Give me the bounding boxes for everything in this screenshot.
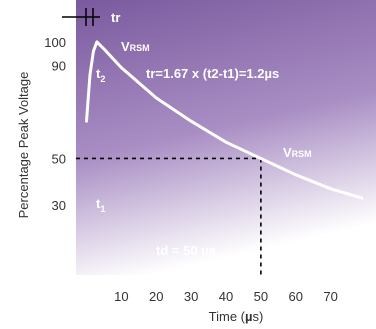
x-tick-label: 30: [184, 289, 198, 304]
x-tick-label: 40: [219, 289, 233, 304]
vrsm-right-label: VRSM: [283, 145, 312, 160]
x-tick-label: 20: [149, 289, 163, 304]
series-line: [85, 40, 364, 200]
vrsm-top-label: VRSM: [121, 39, 150, 54]
tr-formula: tr=1.67 x (t2-t1)=1.2µs: [146, 66, 279, 81]
t1-label: t1: [96, 196, 105, 214]
x-tick-label: 60: [289, 289, 303, 304]
x-tick-label: 70: [323, 289, 337, 304]
y-tick-label: 100: [44, 35, 66, 50]
tr-marker: tr: [62, 8, 120, 26]
x-axis-ticks: 10 20 30 40 50 60 70: [114, 289, 338, 304]
y-tick-label: 50: [52, 151, 66, 166]
x-tick-label: 10: [114, 289, 128, 304]
curve-layer: [85, 40, 364, 200]
plot-background: [76, 0, 376, 275]
tr-marker-label: tr: [111, 10, 120, 25]
x-tick-label: 50: [254, 289, 268, 304]
y-axis-label: Percentage Peak Voltage: [16, 72, 31, 219]
td-label: td = 50 µs: [156, 243, 216, 258]
y-tick-label: 90: [52, 58, 66, 73]
x-axis-label: Time (µs): [209, 309, 264, 324]
y-tick-label: 30: [52, 198, 66, 213]
y-axis-ticks: 100 90 50 30: [44, 35, 66, 213]
t2-label: t2: [96, 66, 105, 84]
reference-lines: [76, 157, 262, 275]
